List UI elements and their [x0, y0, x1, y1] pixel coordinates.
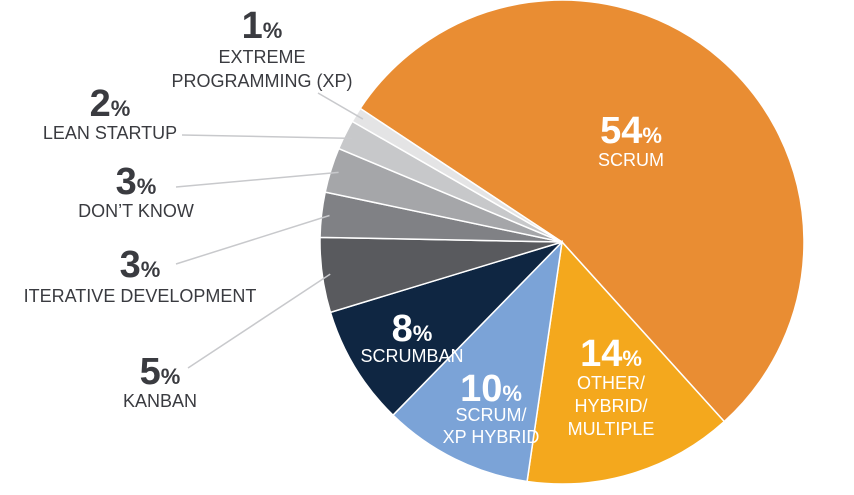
pie-slice-scrumban — [329, 241, 563, 417]
value-unit: % — [502, 381, 522, 406]
value-label-scrum: 54% — [600, 110, 662, 152]
value-number: 54 — [600, 110, 642, 152]
category-label-scrum-xp-hybrid: XP HYBRID — [443, 427, 540, 447]
value-label-scrum-xp-hybrid: 10% — [460, 368, 522, 410]
value-number: 8 — [392, 308, 413, 350]
category-label-scrum: SCRUM — [598, 150, 664, 170]
leader-line-lean-startup — [181, 134, 353, 140]
value-label-don-t-know: 3% — [116, 161, 157, 203]
category-label-don-t-know: DON’T KNOW — [78, 201, 194, 221]
value-unit: % — [622, 346, 642, 371]
value-unit: % — [413, 321, 433, 346]
value-unit: % — [141, 257, 161, 282]
pie-slice-other-hybrid-multiple — [526, 240, 726, 485]
slice-labels: 54%SCRUM14%OTHER/HYBRID/MULTIPLE10%SCRUM… — [24, 5, 664, 447]
value-number: 3 — [120, 244, 141, 286]
value-number: 3 — [116, 161, 137, 203]
category-label-other-hybrid-multiple: MULTIPLE — [568, 419, 655, 439]
value-label-extreme-programming-xp: 1% — [242, 5, 283, 47]
category-label-lean-startup: LEAN STARTUP — [43, 123, 177, 143]
value-unit: % — [642, 123, 662, 148]
value-unit: % — [161, 364, 181, 389]
value-number: 14 — [580, 333, 622, 375]
pie-slices — [319, 0, 805, 485]
leader-line-iterative-development — [175, 214, 330, 265]
category-label-kanban: KANBAN — [123, 391, 197, 411]
category-label-extreme-programming-xp: EXTREME — [218, 47, 305, 67]
category-label-iterative-development: ITERATIVE DEVELOPMENT — [24, 286, 257, 306]
category-label-scrumban: SCRUMBAN — [360, 346, 463, 366]
value-unit: % — [111, 96, 131, 121]
category-label-other-hybrid-multiple: HYBRID/ — [574, 396, 647, 416]
leader-line-kanban — [187, 273, 331, 369]
pie-slice-scrum — [359, 0, 805, 423]
leader-lines — [175, 92, 364, 369]
value-label-other-hybrid-multiple: 14% — [580, 333, 642, 375]
leader-line-extreme-programming-xp — [317, 92, 364, 120]
value-label-kanban: 5% — [140, 351, 181, 393]
pie-slice-scrum-xp-hybrid — [391, 239, 564, 483]
value-label-iterative-development: 3% — [120, 244, 161, 286]
category-label-other-hybrid-multiple: OTHER/ — [577, 373, 645, 393]
value-number: 1 — [242, 5, 263, 47]
value-number: 5 — [140, 351, 161, 393]
value-unit: % — [137, 174, 157, 199]
category-label-scrum-xp-hybrid: SCRUM/ — [456, 405, 527, 425]
category-label-extreme-programming-xp: PROGRAMMING (XP) — [171, 71, 352, 91]
value-unit: % — [263, 18, 283, 43]
value-label-scrumban: 8% — [392, 308, 433, 350]
value-number: 2 — [90, 83, 111, 125]
value-label-lean-startup: 2% — [90, 83, 131, 125]
leader-line-don-t-know — [175, 171, 339, 188]
value-number: 10 — [460, 368, 502, 410]
